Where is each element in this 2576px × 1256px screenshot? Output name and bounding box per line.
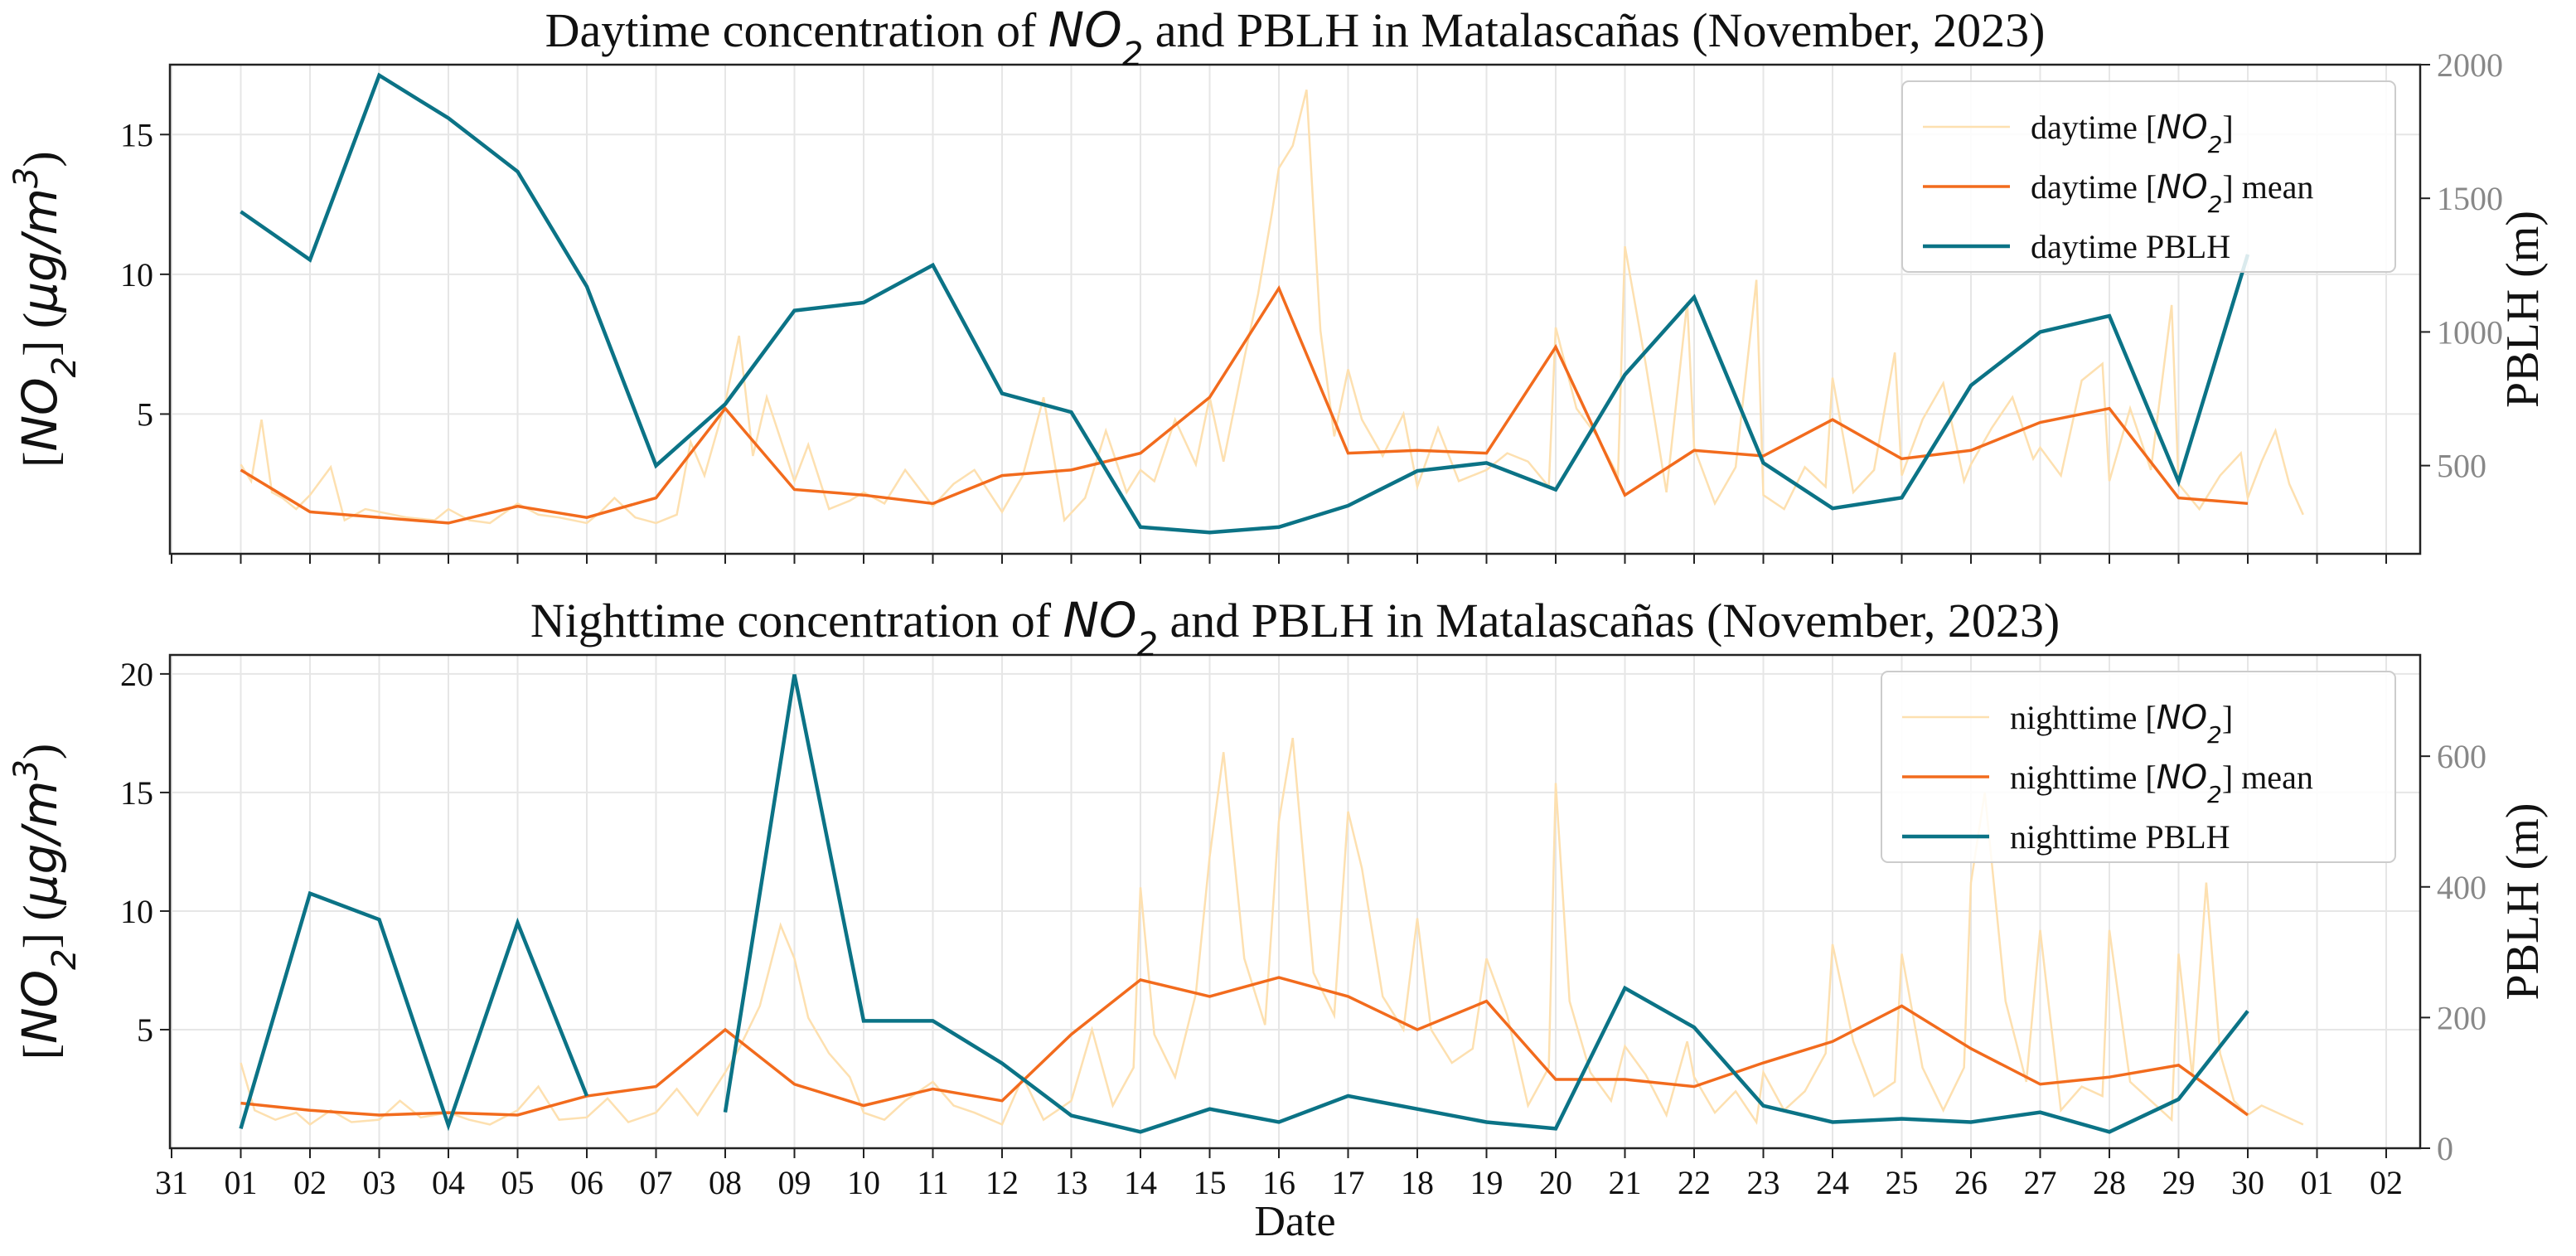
x-tick-label: 11 xyxy=(917,1164,949,1201)
x-tick-label: 28 xyxy=(2093,1164,2126,1201)
plot-frame xyxy=(168,63,2422,555)
y-axis-label: [NO2] (μg/m3) xyxy=(7,744,84,1060)
x-tick-label: 22 xyxy=(1678,1164,1711,1201)
x-tick-label: 21 xyxy=(1609,1164,1642,1201)
y2-tick-label: 400 xyxy=(2437,869,2486,906)
y-tick-label: 15 xyxy=(120,116,153,153)
series-pblh xyxy=(723,674,2249,1134)
x-tick-label: 13 xyxy=(1055,1164,1088,1201)
y-tick-label: 20 xyxy=(120,656,153,693)
y-tick-label: 10 xyxy=(120,893,153,930)
x-tick-label: 02 xyxy=(293,1164,327,1201)
x-tick-label: 03 xyxy=(363,1164,396,1201)
x-tick-label: 29 xyxy=(2162,1164,2196,1201)
y2-tick-label: 500 xyxy=(2437,448,2486,485)
x-tick-label: 07 xyxy=(640,1164,673,1201)
x-tick-label: 16 xyxy=(1262,1164,1295,1201)
legend-box xyxy=(1901,80,2396,273)
x-tick-label: 24 xyxy=(1816,1164,1849,1201)
y2-tick-label: 600 xyxy=(2437,738,2486,775)
x-tick-label: 19 xyxy=(1470,1164,1503,1201)
legend-label: daytime [NO2] mean xyxy=(2031,168,2313,218)
y-tick-label: 5 xyxy=(137,395,153,433)
y2-axis-label: PBLH (m) xyxy=(2497,803,2549,1001)
x-tick-label: 01 xyxy=(2301,1164,2334,1201)
legend: daytime [NO2] daytime [NO2] mean daytime P… xyxy=(1901,80,2396,273)
x-tick-label: 20 xyxy=(1539,1164,1572,1201)
legend-label: nighttime [NO2] mean xyxy=(2010,759,2313,808)
legend-label: nighttime [NO2] xyxy=(2010,699,2233,749)
x-tick-label: 12 xyxy=(985,1164,1019,1201)
legend-label: nighttime PBLH xyxy=(2010,818,2230,856)
legend-label: daytime PBLH xyxy=(2031,228,2230,265)
y-tick-label: 15 xyxy=(120,774,153,812)
y2-tick-label: 1500 xyxy=(2437,180,2503,217)
x-tick-label: 02 xyxy=(2370,1164,2403,1201)
x-tick-label: 31 xyxy=(155,1164,188,1201)
y2-tick-label: 2000 xyxy=(2437,46,2503,84)
x-tick-label: 05 xyxy=(501,1164,535,1201)
plot-frame xyxy=(168,653,2422,1150)
x-tick-label: 14 xyxy=(1124,1164,1157,1201)
x-tick-label: 06 xyxy=(570,1164,603,1201)
y-tick-label: 5 xyxy=(137,1011,153,1049)
x-tick-label: 30 xyxy=(2231,1164,2264,1201)
y2-tick-label: 200 xyxy=(2437,999,2486,1036)
series-raw-no2 xyxy=(240,737,2304,1127)
x-tick-label: 27 xyxy=(2024,1164,2057,1201)
series-pblh xyxy=(239,890,589,1132)
legend: nighttime [NO2] nighttime [NO2] mean night… xyxy=(1881,671,2396,863)
legend-label: daytime [NO2] xyxy=(2031,109,2234,158)
chart-title: Nighttime concentration of NO2 and PBLH … xyxy=(530,592,2060,664)
x-tick-label: 25 xyxy=(1886,1164,1919,1201)
chart-title: Daytime concentration of NO2 and PBLH in… xyxy=(545,2,2046,74)
series-mean-no2 xyxy=(240,976,2249,1117)
series-pblh xyxy=(240,72,2250,535)
x-tick-label: 09 xyxy=(778,1164,811,1201)
x-tick-label: 01 xyxy=(225,1164,258,1201)
x-tick-label: 23 xyxy=(1747,1164,1780,1201)
y-tick-label: 10 xyxy=(120,256,153,293)
y2-tick-label: 0 xyxy=(2437,1130,2453,1167)
x-tick-label: 17 xyxy=(1332,1164,1365,1201)
x-tick-label: 04 xyxy=(432,1164,465,1201)
y2-axis-label: PBLH (m) xyxy=(2497,211,2549,408)
series-mean-no2 xyxy=(240,284,2249,525)
x-axis-label: Date xyxy=(1254,1198,1335,1245)
x-tick-label: 26 xyxy=(1954,1164,1988,1201)
x-tick-label: 18 xyxy=(1401,1164,1434,1201)
x-tick-label: 15 xyxy=(1194,1164,1227,1201)
x-tick-label: 10 xyxy=(847,1164,880,1201)
y2-tick-label: 1000 xyxy=(2437,313,2503,351)
legend-box xyxy=(1881,671,2396,863)
panel-daytime: 5 10 15 500 1000 1500 2000 Daytime concentratio… xyxy=(7,2,2549,564)
y-axis-label: [NO2] (μg/m3) xyxy=(7,151,84,468)
x-tick-label: 08 xyxy=(709,1164,742,1201)
panel-nighttime: 31 01 02 03 04 05 06 07 08 09 10 11 12 13 14 15 16 17 18 19… xyxy=(7,592,2549,1201)
